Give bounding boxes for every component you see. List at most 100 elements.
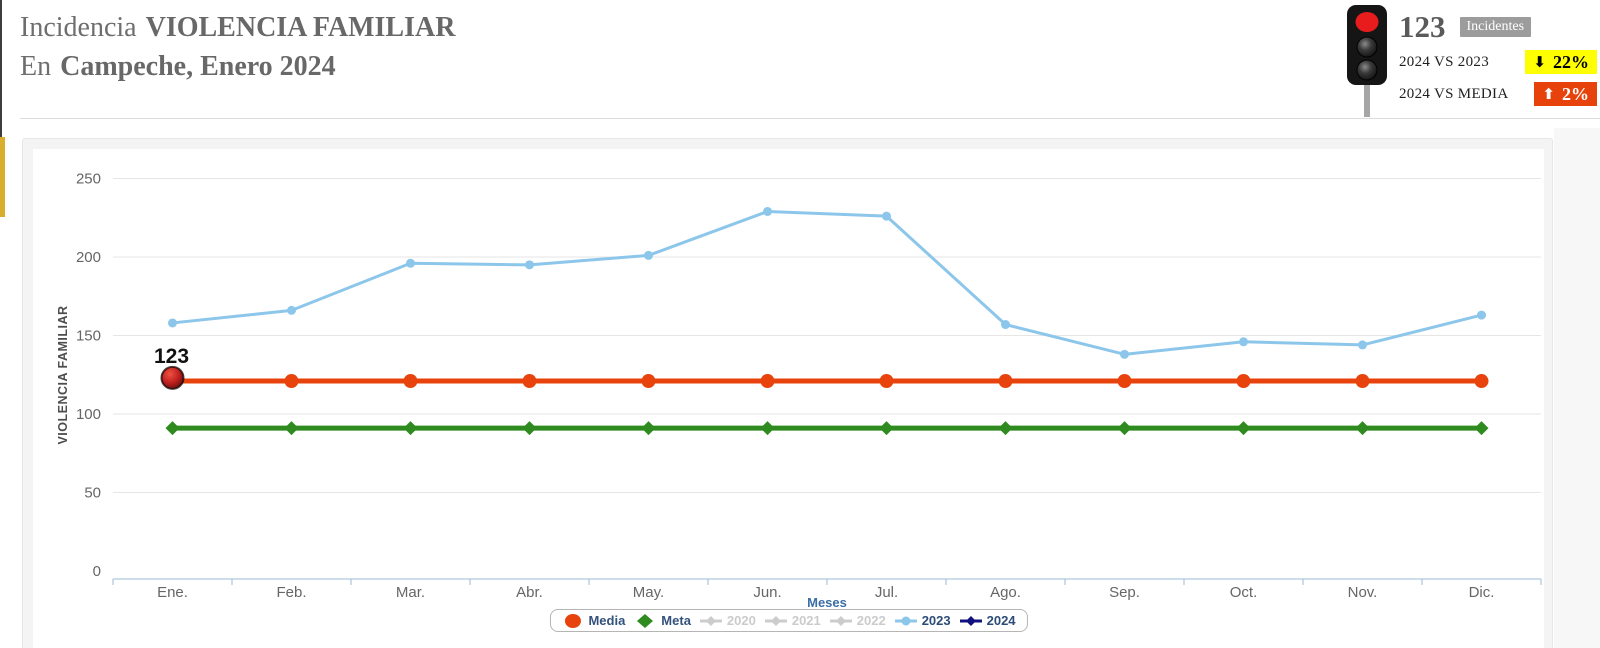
kpi-row-percent: 22%: [1553, 52, 1589, 72]
title-prefix: Incidencia: [20, 12, 137, 43]
data-point[interactable]: [641, 374, 656, 389]
kpi-main-row: 123 Incidentes: [1399, 11, 1597, 42]
data-point[interactable]: [1236, 421, 1251, 436]
highlighted-data-point[interactable]: [160, 365, 185, 390]
x-tick-label: Jul.: [875, 584, 898, 601]
data-point[interactable]: [882, 211, 891, 221]
y-axis-title: VIOLENCIA FAMILIAR: [56, 305, 70, 444]
data-point[interactable]: [1474, 421, 1489, 436]
legend-item-label: 2022: [856, 613, 886, 628]
x-tick-label: May.: [633, 584, 664, 601]
series-media[interactable]: [165, 374, 1489, 389]
data-point[interactable]: [403, 421, 418, 436]
y-tick-label: 100: [76, 406, 101, 423]
x-tick-label: Oct.: [1230, 584, 1258, 601]
window-edge-yellow-strip: [0, 137, 5, 217]
chart-legend: Media Meta 2020 2021 2022 2023 2024: [549, 609, 1028, 632]
legend-marker-icon: [564, 613, 581, 628]
data-point[interactable]: [1001, 320, 1010, 330]
data-point[interactable]: [1120, 349, 1129, 359]
data-point[interactable]: [1117, 374, 1132, 389]
data-point[interactable]: [879, 374, 894, 389]
legend-item-media[interactable]: Media: [561, 613, 625, 628]
kpi-row-percent: 2%: [1562, 84, 1589, 104]
legend-item-label: 2023: [921, 613, 951, 628]
data-point[interactable]: [1117, 421, 1132, 436]
kpi-row-badge: ⬇ 22%: [1525, 50, 1597, 74]
traffic-light-red: [1355, 12, 1379, 32]
data-point[interactable]: [641, 421, 656, 436]
chart-card: 0 50 100 150 200 250 Ene. Feb. Mar. Abr. May. Jun. J…: [33, 149, 1544, 648]
x-tick-label: Feb.: [276, 584, 306, 601]
data-point[interactable]: [998, 421, 1013, 436]
legend-item-meta[interactable]: Meta: [634, 613, 691, 628]
subtitle-location-date: Campeche, Enero 2024: [60, 51, 336, 82]
page-right-gutter: [1554, 128, 1600, 648]
data-point[interactable]: [165, 421, 180, 436]
data-point[interactable]: [284, 374, 299, 389]
data-point[interactable]: [287, 305, 296, 315]
data-point[interactable]: [644, 250, 653, 260]
series-meta[interactable]: [165, 421, 1489, 436]
data-point[interactable]: [1236, 374, 1251, 389]
kpi-row-badge: ⬆ 2%: [1534, 82, 1597, 106]
data-point[interactable]: [525, 260, 534, 270]
series-2024[interactable]: 123: [154, 345, 189, 390]
header-divider: [20, 118, 1600, 119]
data-point[interactable]: [760, 374, 775, 389]
data-point[interactable]: [403, 374, 418, 389]
kpi-comparison-rows: 2024 VS 2023 ⬇ 22% 2024 VS MEDIA ⬆ 2%: [1399, 42, 1597, 106]
data-point[interactable]: [1355, 421, 1370, 436]
series-2023[interactable]: [168, 206, 1486, 359]
legend-item-2024[interactable]: 2024: [959, 613, 1016, 628]
data-point[interactable]: [1358, 340, 1367, 350]
legend-item-label: 2024: [986, 613, 1016, 628]
y-tick-label: 200: [76, 249, 101, 266]
x-axis-title: Meses: [807, 595, 847, 607]
data-point[interactable]: [1474, 374, 1489, 389]
kpi-stats-box: 123 Incidentes 2024 VS 2023 ⬇ 22% 2024 VS M…: [1345, 4, 1597, 117]
point-data-label: 123: [154, 345, 189, 368]
data-point[interactable]: [406, 258, 415, 268]
data-point[interactable]: [522, 374, 537, 389]
legend-item-2020[interactable]: 2020: [699, 613, 756, 628]
series-line: [172, 209, 1482, 356]
data-point[interactable]: [763, 206, 772, 216]
page-title: Incidencia VIOLENCIA FAMILIAR: [20, 8, 455, 47]
kpi-stats-rows: 123 Incidentes 2024 VS 2023 ⬇ 22% 2024 VS M…: [1399, 4, 1597, 117]
x-tick-label: Abr.: [516, 584, 543, 601]
data-point[interactable]: [879, 421, 894, 436]
legend-marker-icon: [894, 616, 917, 625]
x-tick-label: Ago.: [990, 584, 1021, 601]
traffic-light-icon: [1347, 5, 1387, 117]
chart-panel: 0 50 100 150 200 250 Ene. Feb. Mar. Abr. May. Jun. J…: [22, 138, 1553, 648]
data-point[interactable]: [998, 374, 1013, 389]
data-point[interactable]: [1355, 374, 1370, 389]
kpi-row-label: 2024 VS 2023: [1399, 53, 1490, 70]
data-point[interactable]: [760, 421, 775, 436]
data-point[interactable]: [168, 318, 177, 328]
arrow-up-icon: ⬆: [1542, 85, 1555, 103]
legend-marker-icon: [699, 615, 722, 626]
chart-canvas[interactable]: 0 50 100 150 200 250 Ene. Feb. Mar. Abr. May. Jun. J…: [33, 149, 1544, 607]
legend-item-2021[interactable]: 2021: [764, 613, 821, 628]
y-tick-label: 150: [76, 328, 101, 345]
title-indicator: VIOLENCIA FAMILIAR: [145, 12, 456, 43]
report-header: Incidencia VIOLENCIA FAMILIAR En Campeche,…: [20, 8, 455, 86]
legend-item-label: 2021: [791, 613, 821, 628]
data-point[interactable]: [522, 421, 537, 436]
window-edge-line: [0, 0, 2, 137]
legend-marker-icon: [637, 613, 654, 628]
x-tick-label: Mar.: [396, 584, 425, 601]
legend-item-label: Media: [588, 613, 626, 628]
data-point[interactable]: [1477, 310, 1486, 320]
legend-item-2022[interactable]: 2022: [829, 613, 886, 628]
legend-item-2023[interactable]: 2023: [894, 613, 951, 628]
legend-marker-icon: [959, 615, 982, 626]
data-point[interactable]: [1239, 337, 1248, 347]
y-tick-label: 0: [93, 563, 101, 580]
data-point[interactable]: [284, 421, 299, 436]
legend-item-label: 2020: [726, 613, 756, 628]
kpi-row-label: 2024 VS MEDIA: [1399, 85, 1509, 102]
